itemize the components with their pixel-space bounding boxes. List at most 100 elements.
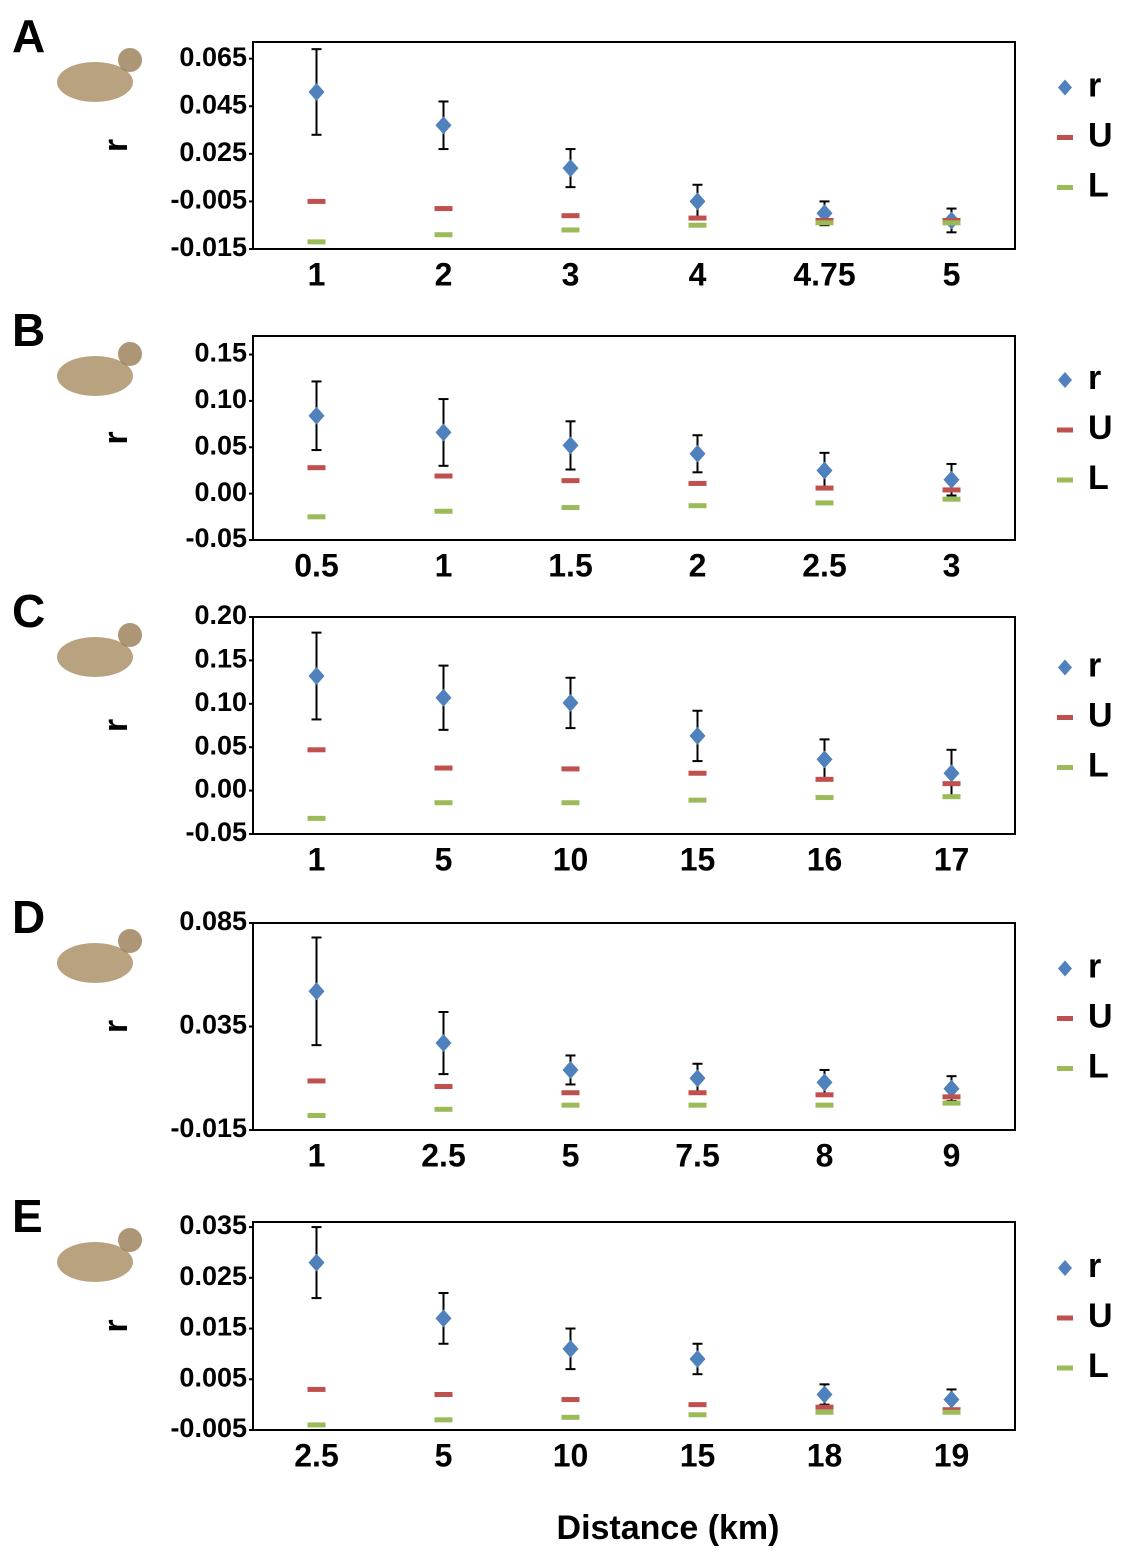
y-tick-label: -0.005 <box>170 1413 247 1443</box>
y-tick-label: 0.05 <box>194 730 247 760</box>
y-tick-label: 0.035 <box>179 1210 247 1240</box>
legend-label: U <box>1088 997 1113 1035</box>
data-point <box>563 159 579 177</box>
data-point <box>435 1084 453 1089</box>
y-tick-label: 0.15 <box>194 338 247 368</box>
data-point <box>816 1410 834 1415</box>
data-point <box>309 667 325 685</box>
y-tick-label: -0.05 <box>185 817 247 847</box>
data-point <box>308 1078 326 1083</box>
data-point <box>563 436 579 454</box>
data-point <box>816 220 834 225</box>
plot-frame <box>253 336 1015 540</box>
x-tick-label: 3 <box>943 547 961 583</box>
legend-label: r <box>1088 1247 1101 1285</box>
y-axis-label: r <box>97 1020 135 1033</box>
legend-label: r <box>1088 66 1101 104</box>
data-point <box>436 116 452 134</box>
data-point <box>308 514 326 519</box>
x-tick-label: 2 <box>689 547 707 583</box>
x-tick-label: 5 <box>435 1437 453 1473</box>
plot-frame <box>253 1222 1015 1430</box>
data-point <box>817 461 833 479</box>
data-point <box>435 474 453 479</box>
x-tick-label: 18 <box>807 1437 843 1473</box>
bird-illustration <box>118 1228 142 1252</box>
legend-label: U <box>1088 116 1113 154</box>
y-tick-label: -0.05 <box>185 523 247 553</box>
x-tick-label: 2.5 <box>421 1137 465 1173</box>
figure: Distance (km) Ar0.0650.0450.025-0.005-0.… <box>0 0 1121 1559</box>
data-point <box>943 220 961 225</box>
data-point <box>562 800 580 805</box>
y-tick-label: 0.05 <box>194 430 247 460</box>
legend-label: L <box>1088 1347 1109 1385</box>
legend-marker <box>1057 1016 1073 1021</box>
legend-marker <box>1058 660 1072 676</box>
data-point <box>562 1415 580 1420</box>
x-tick-label: 15 <box>680 1437 716 1473</box>
data-point <box>689 481 707 486</box>
panel-label: B <box>12 304 45 356</box>
data-point <box>308 747 326 752</box>
data-point <box>562 227 580 232</box>
legend-label: r <box>1088 359 1101 397</box>
legend-label: L <box>1088 1047 1109 1085</box>
y-tick-label: 0.035 <box>179 1010 247 1040</box>
data-point <box>816 486 834 491</box>
data-point <box>944 764 960 782</box>
x-tick-label: 1.5 <box>548 547 592 583</box>
x-tick-label: 2.5 <box>294 1437 338 1473</box>
x-tick-label: 15 <box>680 841 716 877</box>
y-tick-label: 0.10 <box>194 687 247 717</box>
legend-marker <box>1057 478 1073 483</box>
data-point <box>308 1387 326 1392</box>
data-point <box>308 239 326 244</box>
y-axis-label: r <box>97 719 135 732</box>
x-tick-label: 2.5 <box>802 547 846 583</box>
legend-marker <box>1057 715 1073 720</box>
data-point <box>690 192 706 210</box>
data-point <box>943 781 961 786</box>
data-point <box>689 798 707 803</box>
x-tick-label: 0.5 <box>294 547 338 583</box>
legend-marker <box>1058 372 1072 388</box>
data-point <box>816 777 834 782</box>
data-point <box>689 1103 707 1108</box>
y-tick-label: 0.045 <box>179 89 247 119</box>
panel-label: D <box>12 891 45 943</box>
data-point <box>689 216 707 221</box>
bird-illustration <box>118 623 142 647</box>
data-point <box>563 694 579 712</box>
data-point <box>562 505 580 510</box>
x-tick-label: 9 <box>943 1137 961 1173</box>
x-axis-label: Distance (km) <box>557 1509 780 1547</box>
data-point <box>435 509 453 514</box>
data-point <box>689 1090 707 1095</box>
legend-label: U <box>1088 1297 1113 1335</box>
data-point <box>435 232 453 237</box>
plot-frame <box>253 923 1015 1130</box>
data-point <box>435 766 453 771</box>
x-tick-label: 5 <box>943 256 961 292</box>
legend-marker <box>1058 961 1072 977</box>
plot-frame <box>253 617 1015 834</box>
x-tick-label: 8 <box>816 1137 834 1173</box>
data-point <box>943 497 961 502</box>
data-point <box>689 771 707 776</box>
y-tick-label: -0.015 <box>170 1113 247 1143</box>
data-point <box>943 794 961 799</box>
data-point <box>562 766 580 771</box>
data-point <box>308 816 326 821</box>
data-point <box>309 982 325 1000</box>
y-tick-label: 0.065 <box>179 42 247 72</box>
x-tick-label: 17 <box>934 841 970 877</box>
x-tick-label: 7.5 <box>675 1137 719 1173</box>
data-point <box>944 471 960 489</box>
data-point <box>943 1101 961 1106</box>
legend-label: r <box>1088 947 1101 985</box>
legend-label: U <box>1088 696 1113 734</box>
y-axis-label: r <box>97 139 135 152</box>
data-point <box>436 1309 452 1327</box>
y-tick-label: 0.00 <box>194 774 247 804</box>
